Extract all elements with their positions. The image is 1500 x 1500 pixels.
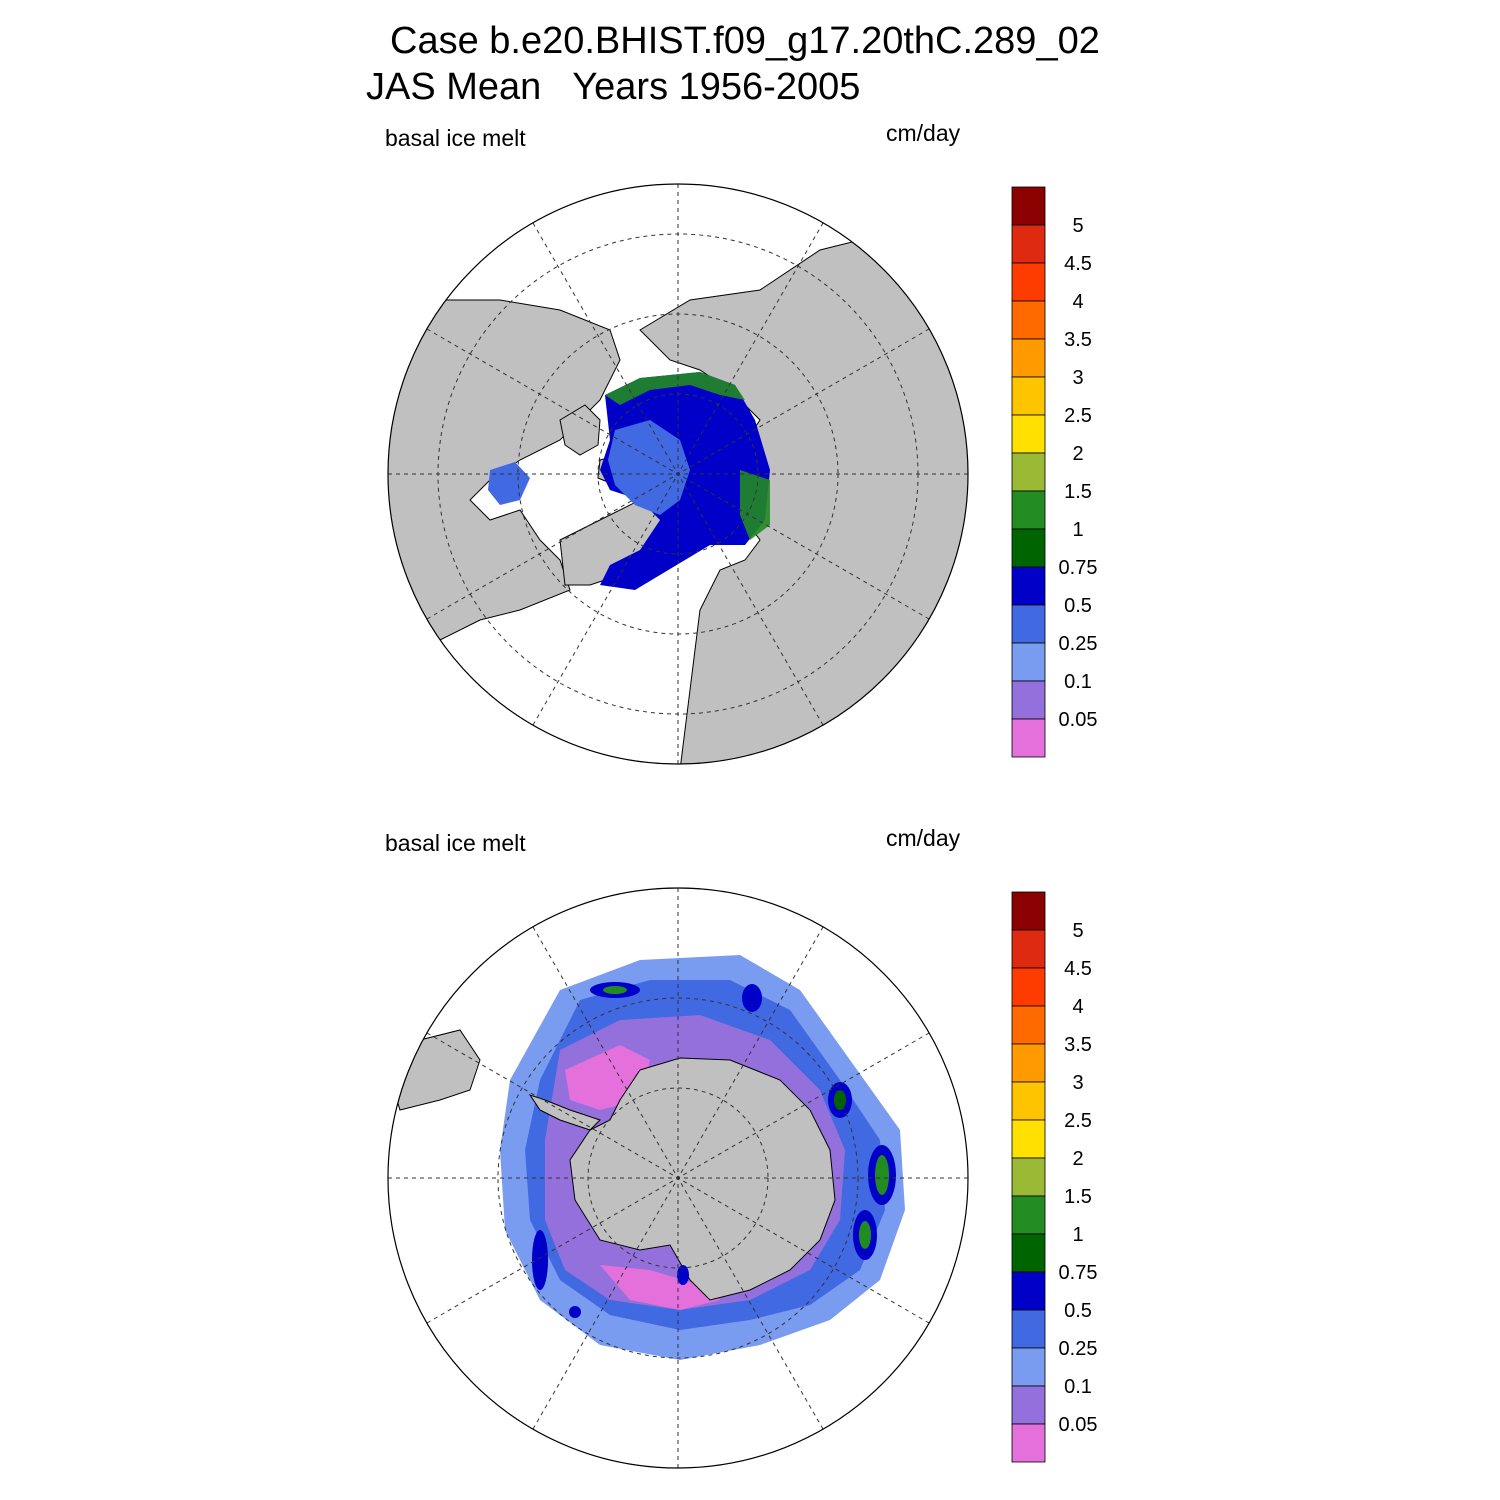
south-map-border [387, 887, 969, 1469]
north-variable-label: basal ice melt [385, 125, 526, 151]
north-units-label: cm/day [886, 120, 961, 146]
figure-title-line2: JAS Mean Years 1956-2005 [366, 66, 861, 108]
south-land-antarctica [569, 1057, 836, 1301]
north-ice-field-green-edge [605, 372, 770, 540]
figure-title-line1: Case b.e20.BHIST.f09_g17.20thC.289_02 [390, 20, 1100, 62]
south-land-antarctic-peninsula [528, 1094, 601, 1131]
south-units-label: cm/day [886, 825, 961, 851]
north-polar-map-panel [387, 183, 969, 765]
south-polar-map-panel [387, 887, 969, 1469]
north-graticule [388, 184, 968, 764]
south-graticule [388, 888, 968, 1468]
south-ice-ross-pink [600, 1265, 720, 1310]
north-map-border [387, 183, 969, 765]
south-ice-high-melt-patches [532, 982, 896, 1318]
south-variable-label: basal ice melt [385, 830, 526, 856]
north-ice-field-medium-blue [608, 420, 690, 515]
